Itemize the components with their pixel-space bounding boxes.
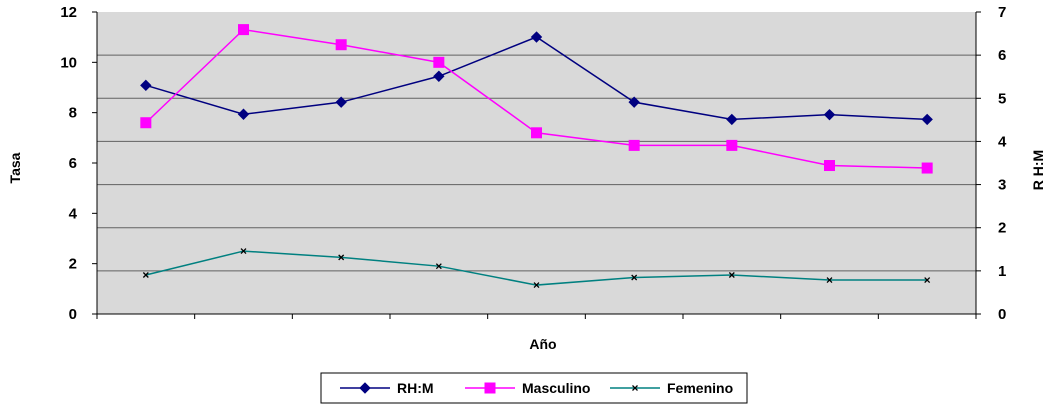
data-point [142,272,149,278]
y2-tick-label: 3 [998,177,1006,194]
data-point [237,108,250,120]
y2-axis-title: R H:M [1030,150,1046,190]
legend-marker [359,382,371,394]
data-point [728,272,735,278]
data-point [433,56,445,68]
data-point [628,96,640,108]
data-point [433,70,445,82]
data-point [921,113,933,126]
series-lines [140,24,933,289]
gridlines [97,54,976,272]
legend-label: RH:M [397,380,434,396]
series-rh-m [140,31,933,126]
data-point [921,162,933,174]
data-point [533,282,540,289]
legend-label: Masculino [522,380,590,396]
data-point [823,108,836,121]
y-tick-label: 8 [69,105,77,122]
data-point [238,24,249,36]
data-point [140,117,152,129]
y-tick-label: 0 [69,306,77,323]
data-point [824,160,835,172]
y-tick-label: 12 [60,4,77,21]
plot-area [97,12,976,314]
y-tick-label: 2 [69,256,77,273]
legend-marker [484,382,496,394]
y-tick-label: 10 [60,54,77,71]
legend-item: RH:M [340,380,434,396]
data-point [140,79,152,92]
legend: RH:M Masculino Femenino [320,372,748,404]
series-masculino [140,24,933,174]
series-femenino [142,248,931,289]
y-axis-title: Tasa [7,152,23,183]
data-point [240,248,247,255]
data-point [826,277,833,283]
legend-label: Femenino [667,380,733,396]
data-point [924,277,931,283]
data-point [726,139,738,151]
y2-tick-label: 1 [998,263,1006,280]
y2-tick-label: 6 [998,47,1006,64]
y2-tick-label: 5 [998,90,1006,107]
legend-box [320,372,748,404]
y2-tick-label: 2 [998,220,1006,237]
data-point [531,127,542,139]
data-point [435,263,442,270]
legend-item: Masculino [465,380,590,396]
x-axis-title: Año [529,336,556,352]
y-tick-label: 6 [69,155,77,172]
data-point [335,39,347,51]
data-point [530,31,543,43]
data-point [726,113,738,126]
legend-marker [632,385,638,391]
y2-tick-label: 0 [998,306,1006,323]
y2-tick-label: 7 [998,4,1006,21]
data-point [628,139,640,151]
data-point [335,96,347,108]
legend-item: Femenino [610,380,733,396]
y2-tick-label: 4 [998,133,1007,150]
data-point [338,254,345,261]
y-tick-label: 4 [69,205,78,222]
data-point [631,274,638,281]
